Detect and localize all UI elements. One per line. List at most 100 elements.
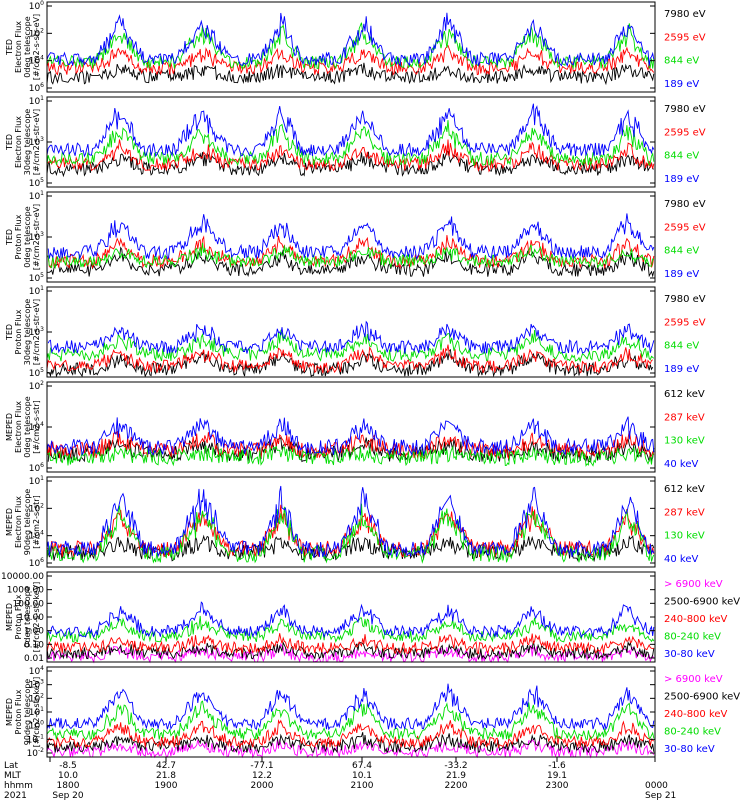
y-axis-label: MEPED Proton Flux 0deg telescope [#/cm2-s-s… — [5, 582, 41, 653]
panel-8: > 6900 keV 2500-6900 keV 240-800 keV 80-240… — [5, 665, 740, 759]
series-line — [46, 242, 655, 270]
legend-entry: 189 eV — [664, 269, 699, 280]
y-label-line: TED — [5, 229, 14, 246]
x-tick-label: 2000 — [251, 781, 274, 791]
y-label-line: MEPED — [5, 413, 14, 441]
series-line — [46, 103, 655, 158]
x-tick-label: 12.2 — [252, 771, 272, 781]
y-axis-label: TED Proton Flux 30deg telescope [#/cm2-s-st… — [5, 299, 41, 366]
y-label-line: Proton Flux — [14, 309, 23, 354]
y-label-line: [#/cm2-s-str-eV] — [32, 204, 41, 270]
legend-entry: 30-80 keV — [664, 649, 715, 660]
legend-entry: 40 keV — [664, 554, 698, 565]
y-axis-label: TED Proton Flux 0deg telescope [#/cm2-s-str… — [5, 204, 41, 270]
y-tick-label: 1.00 — [24, 627, 44, 637]
legend-entry: 287 keV — [664, 412, 705, 423]
y-tick-label: 102 — [29, 27, 44, 39]
legend-entry: 189 eV — [664, 364, 699, 375]
panel-frame — [46, 476, 656, 568]
series-line — [46, 344, 653, 374]
y-tick-label: 101 — [29, 95, 44, 107]
legend-entry: 30-80 keV — [664, 744, 715, 755]
x-tick-label: 1900 — [155, 781, 178, 791]
legend-entry: 130 keV — [664, 531, 705, 542]
y-tick-label: 101 — [29, 285, 44, 297]
y-label-line: MEPED — [5, 698, 14, 726]
legend-entry: 189 eV — [664, 174, 699, 185]
y-label-line: [#/cm2-s-str-eV] — [32, 109, 41, 175]
y-tick-label: 102 — [29, 502, 44, 514]
x-tick-label: 21.8 — [156, 771, 176, 781]
y-tick-label: 101 — [29, 706, 44, 718]
y-label-line: MEPED — [5, 603, 14, 631]
legend-entry: 189 eV — [664, 79, 699, 90]
y-label-line: 30deg telescope — [23, 299, 32, 366]
legend-entry: 7980 eV — [664, 294, 706, 305]
series-line — [46, 12, 655, 68]
x-tick-label: Sep 20 — [52, 791, 84, 800]
x-tick-label: 19.1 — [547, 771, 567, 781]
y-label-line: [#/cm2-s-str] — [32, 495, 41, 548]
legend-entry: 240-800 keV — [664, 614, 728, 625]
x-row-label: 2021 — [4, 791, 27, 800]
y-tick-label: 106 — [29, 557, 44, 569]
y-tick-label: 102 — [29, 380, 44, 392]
y-tick-label: 100 — [29, 720, 44, 732]
y-label-line: Proton Flux — [14, 214, 23, 259]
y-label-line: Electron Flux — [14, 401, 23, 453]
legend-entry: 612 keV — [664, 484, 705, 495]
series-line — [46, 120, 655, 167]
y-tick-label: 100 — [29, 0, 44, 12]
y-tick-label: 105 — [29, 367, 44, 379]
y-label-line: TED — [5, 39, 14, 56]
x-tick-label: -1.6 — [548, 761, 566, 771]
y-tick-label: 106 — [29, 82, 44, 94]
legend-entry: 240-800 keV — [664, 709, 728, 720]
y-label-line: [#/cm2-s-str-eV] — [32, 299, 41, 365]
series-line — [46, 633, 654, 655]
panel-7: > 6900 keV 2500-6900 keV 240-800 keV 80-240… — [1, 571, 740, 664]
y-tick-label: 10-1 — [27, 733, 45, 745]
y-tick-label: 103 — [29, 136, 44, 148]
y-tick-label: 101 — [29, 475, 44, 487]
x-tick-label: Sep 21 — [645, 791, 676, 800]
series-line — [46, 640, 655, 661]
x-row-label: MLT — [4, 771, 22, 781]
y-tick-label: 100.00 — [13, 599, 45, 609]
y-label-line: 0deg telescope — [23, 16, 32, 77]
y-tick-label: 103 — [29, 679, 44, 691]
series-line — [46, 329, 655, 363]
series-line — [47, 320, 655, 356]
y-tick-label: 106 — [29, 462, 44, 474]
y-tick-label: 103 — [29, 326, 44, 338]
y-tick-label: 105 — [29, 272, 44, 284]
y-label-line: [#/cm2-s-str-keV] — [32, 677, 41, 748]
legend-entry: 844 eV — [664, 56, 699, 67]
y-label-line: [#/cm2-s-str] — [32, 400, 41, 453]
y-label-line: 0deg telescope — [23, 396, 32, 457]
legend-entry: 287 keV — [664, 507, 705, 518]
y-tick-label: 102 — [29, 692, 44, 704]
y-label-line: [#/cm2-s-str-keV] — [32, 582, 41, 653]
y-tick-label: 10000.00 — [1, 572, 44, 582]
x-tick-label: 42.7 — [156, 761, 176, 771]
y-tick-label: 0.10 — [24, 640, 44, 650]
x-tick-label: -8.5 — [59, 761, 77, 771]
x-tick-label: 0000 — [645, 781, 668, 791]
legend-entry: 40 keV — [664, 459, 698, 470]
y-tick-label: 104 — [29, 530, 44, 542]
y-label-line: TED — [5, 324, 14, 341]
y-axis-label: TED Electron Flux 0deg telescope [#/cm2-s-s… — [5, 14, 41, 80]
x-row-label: hhmm — [4, 781, 33, 791]
series-line — [46, 732, 655, 754]
y-label-line: 0deg telescope — [23, 206, 32, 267]
legend-entry: 7980 eV — [664, 9, 706, 20]
y-label-line: 30deg telescope — [23, 109, 32, 176]
legend-entry: 7980 eV — [664, 199, 706, 210]
series-line — [46, 700, 655, 741]
y-label-line: Electron Flux — [14, 496, 23, 548]
series-line — [47, 601, 655, 639]
legend-entry: 2595 eV — [664, 317, 706, 328]
y-label-line: Electron Flux — [14, 21, 23, 73]
